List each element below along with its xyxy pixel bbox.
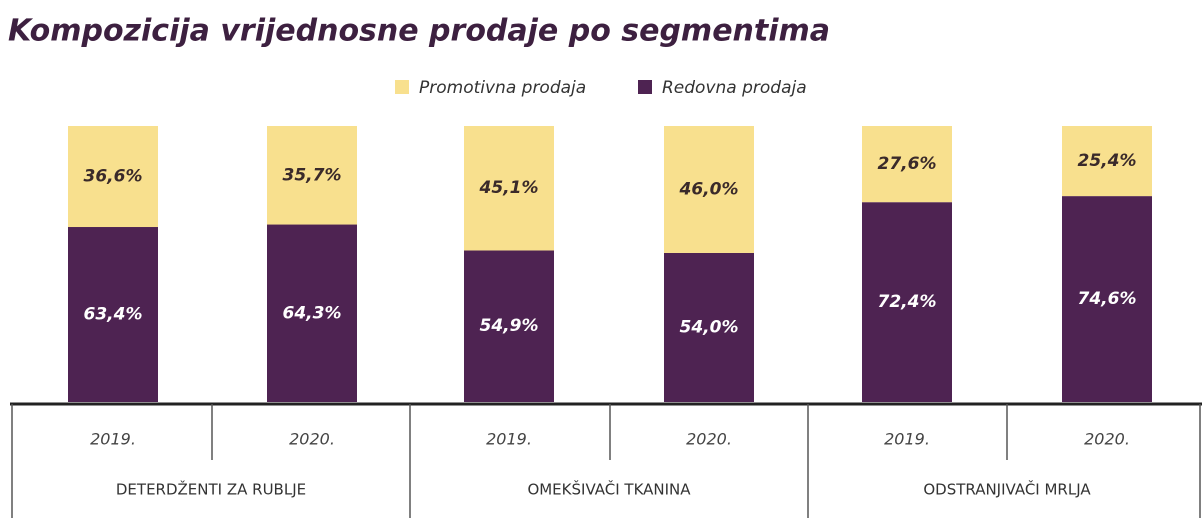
bar-segment — [862, 202, 952, 402]
group-label: DETERDŽENTI ZA RUBLJE — [116, 480, 306, 499]
legend-label: Promotivna prodaja — [419, 78, 586, 98]
bar-segment — [464, 250, 554, 402]
chart-title: Kompozicija vrijednosne prodaje po segme… — [8, 14, 830, 49]
bar-segment — [664, 252, 754, 402]
x-tick-label: 2020. — [686, 430, 732, 449]
bar-segment — [1062, 196, 1152, 402]
bar-segment — [464, 126, 554, 251]
value-label: 27,6% — [878, 154, 937, 174]
bar-segment — [664, 126, 754, 253]
value-label: 35,7% — [283, 165, 342, 185]
x-tick-label: 2020. — [289, 430, 335, 449]
value-label: 25,4% — [1078, 151, 1137, 171]
value-label: 72,4% — [878, 292, 937, 312]
bar-segment — [68, 126, 158, 228]
bar-segment — [862, 126, 952, 203]
x-tick-label: 2020. — [1084, 430, 1130, 449]
x-tick-label: 2019. — [90, 430, 136, 449]
x-tick-label: 2019. — [486, 430, 532, 449]
x-tick-label: 2019. — [884, 430, 930, 449]
group-label: OMEKŠIVAČI TKANINA — [527, 480, 691, 499]
value-label: 45,1% — [479, 178, 539, 198]
bar-segment — [267, 224, 357, 402]
value-label: 74,6% — [1078, 289, 1137, 309]
value-label: 36,6% — [84, 167, 143, 187]
legend-label: Redovna prodaja — [662, 78, 807, 98]
dividers — [11, 404, 1201, 518]
bar-segment — [1062, 126, 1152, 197]
value-label: 46,0% — [679, 179, 739, 199]
bar-segment — [267, 126, 357, 225]
bar-segment — [68, 227, 158, 402]
value-label: 64,3% — [283, 303, 342, 323]
legend-swatch — [395, 80, 409, 94]
value-label: 63,4% — [84, 305, 143, 325]
group-label: ODSTRANJIVAČI MRLJA — [923, 480, 1091, 499]
value-label: 54,9% — [480, 316, 539, 336]
value-label: 54,0% — [680, 317, 739, 337]
legend-swatch — [638, 80, 652, 94]
